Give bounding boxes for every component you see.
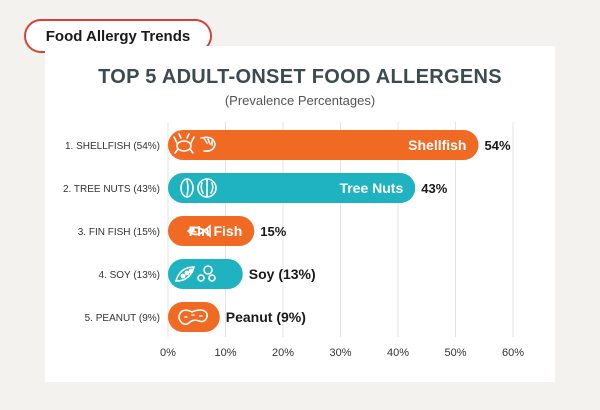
x-tick-label: 40% [387,347,409,359]
category-label: 2. TREE NUTS (43%) [63,184,160,195]
peanut-icon [178,309,208,326]
x-tick-label: 50% [444,347,466,359]
x-tick-label: 0% [160,347,176,359]
value-label: 54% [485,138,511,153]
bar-label: Shellfish [408,137,466,153]
chart-title: TOP 5 ADULT-ONSET FOOD ALLERGENS [98,66,502,88]
category-label: 1. SHELLFISH (54%) [65,141,160,152]
bar-label: Tree Nuts [339,180,403,196]
value-label: 43% [421,181,447,196]
bar-label: Soy (13%) [249,266,316,282]
bar-label: Fin Fish [189,223,243,239]
chart-tag-label: Food Allergy Trends [45,27,191,45]
bar [168,173,416,203]
bar [168,302,220,332]
category-label: 5. PEANUT (9%) [85,313,160,324]
bar-label: Peanut (9%) [226,309,306,325]
category-label: 4. SOY (13%) [98,270,160,281]
almond-walnut-icon [180,178,217,198]
x-tick-label: 30% [329,347,351,359]
bar [168,130,479,160]
bar [168,216,255,246]
crab-shrimp-icon [173,133,216,154]
x-tick-label: 20% [272,347,294,359]
chart-subtitle: (Prevalence Percentages) [224,93,376,108]
fish-icon [186,224,211,238]
chart-card [45,46,555,382]
x-tick-label: 10% [214,347,236,359]
soybean-icon [174,265,216,282]
x-tick-label: 60% [502,347,524,359]
category-label: 3. FIN FISH (15%) [78,227,160,238]
value-label: 15% [260,224,286,239]
